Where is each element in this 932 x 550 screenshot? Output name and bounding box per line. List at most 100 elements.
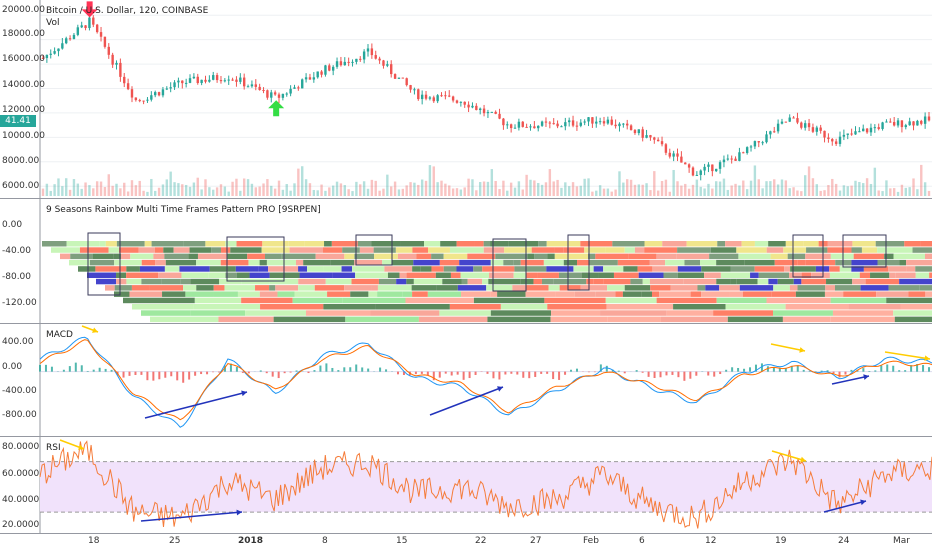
rainbow-segment [612,241,645,247]
rainbow-segment [406,272,436,278]
candle-body [571,120,575,126]
volume-bar [451,188,455,196]
histogram-bar [635,370,638,372]
rainbow-segment [116,241,145,247]
rsi-chart[interactable] [0,437,932,533]
rainbow-segment [141,259,156,266]
rainbow-segment [483,241,491,247]
pane-divider[interactable] [0,198,932,199]
candle-body [548,122,552,124]
volume-bar [486,181,490,196]
rainbow-segment [550,316,608,323]
divergence-arrow [429,386,504,416]
pane-divider[interactable] [0,323,932,324]
candle-body [95,24,99,33]
histogram-bar [868,370,871,372]
histogram-bar [593,371,596,373]
candle-body [803,123,807,128]
histogram-bar [432,371,435,381]
candle-body [850,133,853,135]
candle-body [684,162,687,165]
candle-body [84,25,87,29]
volume-bar [157,187,161,196]
rainbow-segment [787,253,806,260]
histogram-bar [182,371,185,383]
volume-bar [142,190,145,196]
rainbow-segment [224,285,256,291]
rainbow-segment [757,278,769,285]
candle-body [618,123,621,127]
macd-chart[interactable] [0,324,932,436]
rainbow-segment [442,278,462,285]
rainbow-segment [730,278,737,285]
candle-body [297,87,300,89]
histogram-bar [772,367,775,372]
rainbow-segment [503,259,514,266]
rainbow-pane[interactable]: 9 Seasons Rainbow Multi Time Frames Patt… [0,199,932,323]
volume-bar [540,184,544,196]
candle-body [320,71,323,75]
histogram-bar [677,371,680,378]
divergence-arrow-head [860,499,866,506]
volume-label: Vol [46,18,60,28]
rainbow-segment [412,291,428,297]
candle-body [691,167,695,176]
histogram-bar [44,364,47,372]
histogram-bar [164,371,167,378]
candle-body [865,128,869,133]
rainbow-segment [78,266,96,272]
rainbow-segment [247,253,265,260]
histogram-bar [617,370,620,372]
volume-bar [65,178,68,196]
histogram-bar [456,371,459,375]
price-tick: 6000.00 [2,181,40,191]
rainbow-segment [260,304,324,310]
candle-body [881,122,884,129]
rainbow-segment [784,266,791,272]
rainbow-segment [563,259,578,266]
candle-body [459,101,463,103]
rainbow-segment [789,272,802,278]
rainbow-segment [323,247,343,253]
macd-pane[interactable]: MACD 400.00 0.00 -400.00 -800.00 [0,324,932,436]
x-tick-label: 18 [88,536,100,546]
rainbow-segment [559,285,581,291]
volume-bar [877,190,880,196]
candle-body [502,118,505,126]
rainbow-segment [473,266,483,272]
rainbow-segment [851,266,864,272]
rainbow-chart[interactable] [0,199,932,323]
rainbow-segment [683,278,717,285]
rainbow-segment [853,253,885,260]
price-pane[interactable]: Bitcoin / U.S. Dollar, 120, COINBASE Vol… [0,0,932,198]
rainbow-segment [593,266,604,272]
volume-bar [126,191,130,196]
rainbow-segment [925,291,932,297]
rainbow-segment [108,247,120,253]
divergence-arrow-head [236,509,242,516]
volume-bar [567,186,571,196]
rainbow-segment [886,247,913,253]
histogram-bar [707,371,710,376]
histogram-bar [349,367,352,372]
rainbow-segment [666,310,714,316]
price-chart[interactable] [0,0,932,198]
rainbow-segment [741,241,755,247]
rainbow-segment [221,247,231,253]
volume-bar [873,167,877,196]
histogram-bar [808,371,811,372]
bearish-divergence-arrow-head [799,347,805,353]
rsi-pane[interactable]: RSI 80.0000 60.0000 40.0000 20.0000 [0,437,932,533]
rainbow-segment [783,247,807,253]
histogram-bar [683,371,686,381]
rainbow-segment [129,291,163,297]
histogram-bar [862,368,865,372]
histogram-bar [361,367,364,372]
volume-bar [726,189,730,196]
pane-divider[interactable] [0,436,932,437]
rainbow-segment [843,291,877,297]
rainbow-segment [371,285,378,291]
candle-body [676,153,679,157]
rainbow-segment [899,259,907,266]
candle-body [308,77,312,80]
